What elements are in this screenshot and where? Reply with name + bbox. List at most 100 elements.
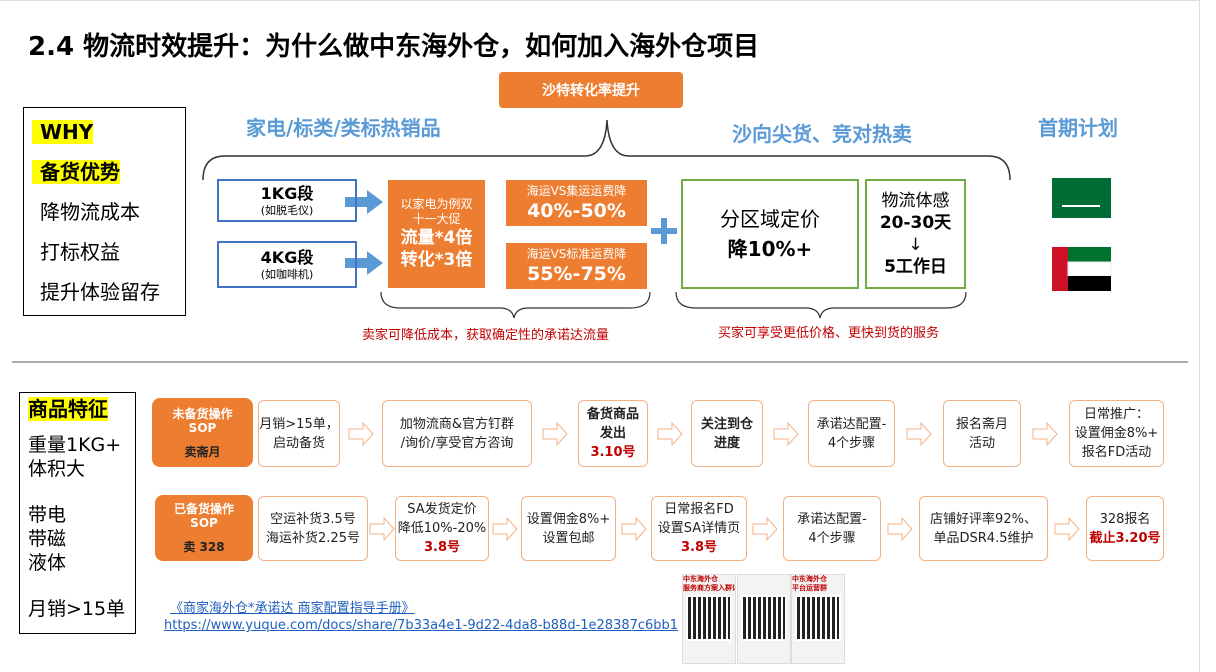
- step-line: 关注到仓: [700, 416, 753, 432]
- why-item: 降物流成本: [24, 192, 185, 232]
- feature-item: 带电: [28, 504, 67, 526]
- logistics-line: 物流体感: [881, 191, 950, 211]
- weight-box: 1KG段 (如脱毛仪): [217, 179, 357, 222]
- promo-intro: 十一大促: [412, 212, 461, 226]
- qr-code: [686, 595, 732, 641]
- sop-step: 日常报名FD 设置SA详情页 3.8号: [651, 496, 747, 561]
- why-text: 提升体验留存: [40, 280, 160, 304]
- sop-label-line: 已备货操作: [173, 502, 234, 516]
- qr-code: [741, 595, 787, 641]
- step-line: /询价/享受官方咨询: [400, 435, 514, 451]
- feature-item: 重量1KG+: [28, 434, 122, 456]
- step-arrow: [773, 421, 799, 446]
- sop-step: SA发货定价 降低10%-20% 3.8号: [395, 496, 489, 561]
- sop-step: 月销>15单， 启动备货: [258, 400, 340, 467]
- sop-label-line: SOP: [188, 420, 217, 435]
- step-arrow: [348, 421, 374, 446]
- why-text: 降物流成本: [40, 200, 140, 224]
- qr-header: 中东海外仓: [792, 575, 827, 583]
- step-line: 月销>15单，: [259, 416, 339, 432]
- step-line: 日常报名FD: [664, 502, 734, 517]
- logistics-line: 5工作日: [884, 257, 947, 277]
- step-line: 空运补货3.5号: [270, 511, 356, 527]
- step-line: 加物流商&官方钉群: [399, 416, 515, 432]
- feature-group: 带电 带磁 液体: [28, 503, 127, 575]
- feature-item: 体积大: [28, 458, 86, 480]
- sop-step: 空运补货3.5号 海运补货2.25号: [258, 496, 368, 561]
- sop-step: 报名斋月 活动: [943, 400, 1021, 467]
- why-box: WHY 备货优势降物流成本打标权益提升体验留存: [23, 107, 186, 316]
- feature-item: 液体: [28, 552, 67, 574]
- step-date: 3.8号: [423, 540, 461, 555]
- promo-box: 以家电为例双 十一大促流量*4倍 转化*3倍: [388, 180, 485, 288]
- step-arrow: [657, 421, 683, 446]
- why-item: 备货优势: [24, 152, 185, 192]
- step-arrow: [621, 516, 647, 541]
- weight-box: 4KG段 (如咖啡机): [217, 241, 357, 288]
- qr-card: [737, 574, 791, 664]
- pricing-box: 分区域定价 降10%+: [681, 179, 859, 289]
- link-url[interactable]: https://www.yuque.com/docs/share/7b33a4e…: [164, 618, 679, 633]
- why-text: WHY: [32, 120, 94, 144]
- step-line: 启动备货: [272, 435, 325, 451]
- feature-group: 重量1KG+ 体积大: [28, 433, 127, 481]
- weight-sub: (如咖啡机): [260, 268, 314, 281]
- saving-value: 55%-75%: [527, 263, 626, 285]
- step-arrow: [492, 516, 518, 541]
- sop-sub: 卖斋月: [184, 444, 221, 459]
- sop-label: 已备货操作 SOP 卖 328: [155, 495, 253, 561]
- sop-step: 日常推广： 设置佣金8%+ 报名FD活动: [1069, 400, 1164, 467]
- sop-step: 关注到仓 进度: [691, 400, 763, 467]
- step-line: 承诺达配置-: [816, 416, 887, 432]
- step-arrow: [1032, 421, 1058, 446]
- qr-card: 中东海外仓服务商方案入群详细了解: [682, 574, 736, 664]
- step-arrow: [542, 421, 568, 446]
- promo-intro: 以家电为例双: [400, 197, 473, 211]
- step-arrow: [752, 516, 778, 541]
- step-arrow: [369, 516, 395, 541]
- qr-card: 中东海外仓 平台运营群: [791, 574, 845, 664]
- step-line: 店铺好评率92%、: [930, 511, 1037, 527]
- step-date: 3.10号: [590, 445, 636, 460]
- feature-item: 月销>15单: [28, 598, 126, 620]
- link-title[interactable]: 《商家海外仓*承诺达 商家配置指导手册》: [170, 601, 415, 616]
- step-line: 进度: [713, 435, 740, 451]
- saving-box: 海运VS集运运费降 40%-50%: [506, 180, 647, 226]
- sop-step: 承诺达配置- 4个步骤: [808, 400, 895, 467]
- step-line: 海运补货2.25号: [266, 530, 360, 546]
- why-item: 打标权益: [24, 232, 185, 272]
- title: 2.4 物流时效提升：为什么做中东海外仓，如何加入海外仓项目: [28, 32, 760, 62]
- sop-step: 加物流商&官方钉群/询价/享受官方咨询: [382, 400, 532, 467]
- pricing-line: 分区域定价: [720, 207, 820, 231]
- why-text: 备货优势: [32, 160, 120, 184]
- step-line: 设置包邮: [542, 530, 595, 546]
- step-line: 报名FD活动: [1081, 445, 1152, 460]
- weight-label: 4KG段: [260, 248, 314, 267]
- step-line: 活动: [968, 435, 995, 451]
- step-line: SA发货定价: [407, 502, 477, 517]
- buyer-note: 买家可享受更低价格、更快到货的服务: [718, 326, 940, 341]
- sop-label: 未备货操作 SOP 卖斋月: [152, 398, 253, 467]
- step-arrow: [906, 421, 932, 446]
- step-line: 日常推广：: [1083, 407, 1149, 422]
- promo-big: 转化*3倍: [400, 250, 473, 270]
- sop-step: 承诺达配置- 4个步骤: [783, 496, 881, 561]
- seller-note: 卖家可降低成本，获取确定性的承诺达流量: [362, 328, 610, 343]
- promo-big: 流量*4倍: [400, 228, 473, 248]
- step-line: 设置佣金8%+: [1074, 426, 1159, 441]
- sop-step: 备货商品 发出 3.10号: [578, 400, 648, 467]
- feature-item: 带磁: [28, 528, 67, 550]
- saving-box: 海运VS标准运费降 55%-75%: [506, 243, 647, 289]
- sop-sub: 卖 328: [183, 540, 225, 554]
- sop-label-line: 未备货操作: [172, 406, 233, 421]
- qr-code: [795, 595, 841, 641]
- step-date: 3.8号: [680, 540, 718, 555]
- saving-value: 40%-50%: [527, 200, 626, 222]
- link[interactable]: 《商家海外仓*承诺达 商家配置指导手册》 https://www.yuque.c…: [164, 600, 678, 634]
- sop-step: 328报名 截止3.20号: [1086, 496, 1164, 561]
- step-line: 设置佣金8%+: [526, 511, 611, 527]
- step-line: 备货商品: [586, 407, 639, 422]
